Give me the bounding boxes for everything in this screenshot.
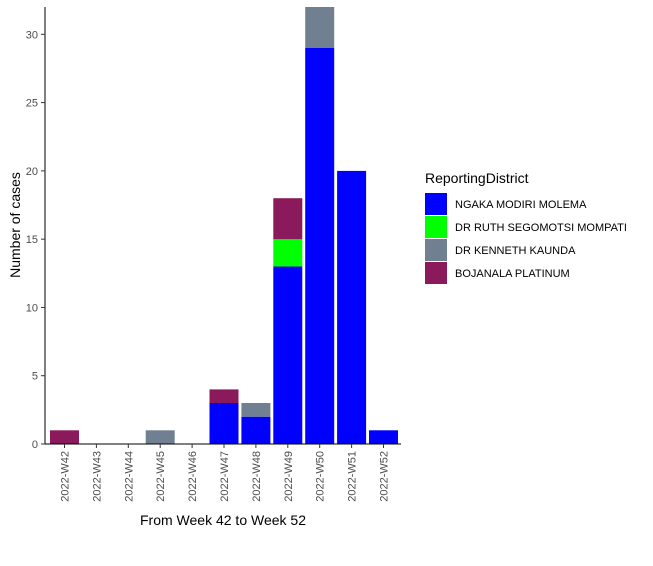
bar-2022-W49-series-1 bbox=[273, 239, 303, 267]
bar-2022-W47-series-0 bbox=[209, 403, 239, 444]
x-tick-label: 2022-W44 bbox=[123, 451, 135, 502]
y-axis-title: Number of cases bbox=[7, 172, 23, 278]
legend-swatch-0 bbox=[425, 193, 447, 215]
x-axis-title: From Week 42 to Week 52 bbox=[140, 512, 306, 528]
legend-swatch-3 bbox=[425, 262, 447, 284]
x-axis: 2022-W42 2022-W43 2022-W44 2022-W45 2022-W46… bbox=[45, 443, 401, 502]
y-axis: 0 5 10 15 20 25 30 bbox=[26, 7, 46, 451]
x-tick-label: 2022-W48 bbox=[251, 451, 263, 502]
legend-swatch-1 bbox=[425, 216, 447, 238]
bar-2022-W50-series-0 bbox=[305, 48, 335, 444]
legend-label-2: DR KENNETH KAUNDA bbox=[455, 245, 576, 257]
legend-label-3: BOJANALA PLATINUM bbox=[455, 268, 570, 280]
y-tick-label: 10 bbox=[26, 302, 38, 314]
y-tick-label: 5 bbox=[32, 371, 38, 383]
x-tick-label: 2022-W52 bbox=[379, 451, 391, 502]
bar-2022-W47-series-3 bbox=[209, 389, 239, 404]
bar-2022-W51-series-0 bbox=[337, 170, 367, 444]
x-tick-label: 2022-W51 bbox=[347, 451, 359, 502]
bar-2022-W42-series-3 bbox=[50, 430, 79, 444]
legend-label-0: NGAKA MODIRI MOLEMA bbox=[455, 199, 587, 211]
bar-2022-W48-series-2 bbox=[241, 403, 271, 417]
x-tick-label: 2022-W50 bbox=[315, 451, 327, 502]
x-tick-label: 2022-W45 bbox=[155, 451, 167, 502]
bar-2022-W52-series-0 bbox=[369, 430, 398, 444]
legend-swatch-2 bbox=[425, 239, 447, 261]
legend-label-1: DR RUTH SEGOMOTSI MOMPATI bbox=[455, 222, 627, 234]
bar-2022-W49-series-3 bbox=[273, 198, 303, 240]
legend: ReportingDistrict NGAKA MODIRI MOLEMA DR … bbox=[425, 170, 627, 284]
y-tick-label: 25 bbox=[26, 98, 38, 110]
bar-2022-W48-series-0 bbox=[241, 416, 271, 444]
bar-2022-W50-series-2 bbox=[305, 7, 335, 48]
x-tick-label: 2022-W46 bbox=[187, 451, 199, 502]
y-tick-label: 15 bbox=[26, 234, 38, 246]
y-tick-label: 30 bbox=[26, 29, 38, 41]
x-tick-label: 2022-W49 bbox=[283, 451, 295, 502]
bar-2022-W49-series-0 bbox=[273, 266, 303, 444]
bar-2022-W45-series-2 bbox=[145, 430, 175, 444]
legend-title: ReportingDistrict bbox=[425, 170, 529, 186]
x-tick-label: 2022-W47 bbox=[219, 451, 231, 502]
legend-items: NGAKA MODIRI MOLEMA DR RUTH SEGOMOTSI MOM… bbox=[425, 193, 627, 284]
bars-layer bbox=[50, 7, 398, 444]
y-tick-label: 20 bbox=[26, 166, 38, 178]
x-tick-label: 2022-W43 bbox=[91, 451, 103, 502]
x-tick-label: 2022-W42 bbox=[60, 451, 72, 502]
y-tick-label: 0 bbox=[32, 439, 38, 451]
